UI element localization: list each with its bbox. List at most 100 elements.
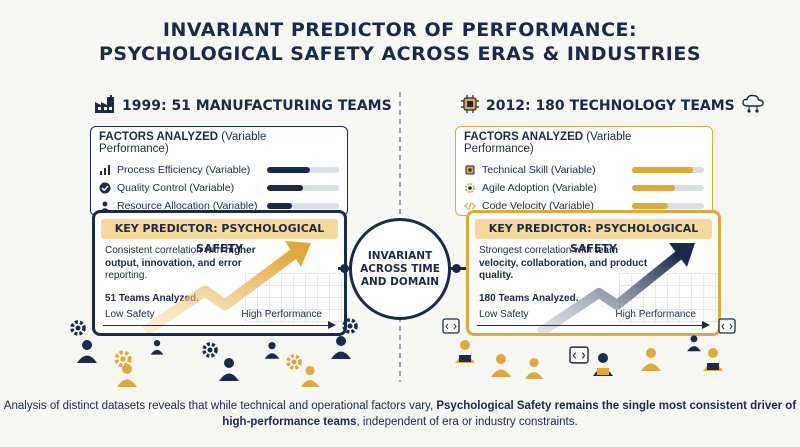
left-factors-box: FACTORS ANALYZED (Variable Performance) … bbox=[90, 126, 348, 216]
left-heading: 1999: 51 MANUFACTURING TEAMS bbox=[94, 94, 392, 118]
axis-line bbox=[103, 324, 330, 326]
bar-chart-icon bbox=[99, 164, 111, 176]
factor-bar bbox=[632, 185, 704, 191]
page-title: INVARIANT PREDICTOR OF PERFORMANCE: PSYC… bbox=[0, 18, 800, 66]
factor-bar-fill bbox=[267, 203, 293, 209]
factor-row: Technical Skill (Variable) bbox=[464, 161, 704, 179]
invariant-line-1: INVARIANT bbox=[367, 249, 433, 262]
axis-low-label: Low Safety bbox=[105, 309, 155, 320]
right-key-description: Strongest correlation with team velocity… bbox=[479, 245, 659, 283]
code-icon bbox=[464, 200, 476, 212]
person-icon bbox=[641, 348, 661, 371]
invariant-line-3: AND DOMAIN bbox=[360, 275, 440, 288]
axis-arrowhead-icon bbox=[328, 321, 336, 329]
left-key-count: 51 Teams Analyzed. bbox=[105, 293, 199, 304]
right-factors-title-label: FACTORS ANALYZED bbox=[464, 131, 584, 143]
cloud-network-icon bbox=[741, 94, 765, 118]
right-factors-note: (Variable Performance) bbox=[464, 131, 632, 155]
factor-bar bbox=[632, 167, 704, 173]
left-factors-note: (Variable Performance) bbox=[99, 131, 267, 155]
person-icon bbox=[300, 366, 320, 387]
left-key-predictor-card: KEY PREDICTOR: PSYCHOLOGICAL SAFETY Cons… bbox=[92, 210, 347, 336]
factor-bar bbox=[632, 203, 704, 209]
factor-label: Code Velocity (Variable) bbox=[482, 200, 594, 212]
code-window-icon bbox=[718, 318, 736, 334]
gear-icon bbox=[70, 320, 86, 336]
person-icon bbox=[264, 342, 280, 359]
left-key-description: Consistent correlation with higher outpu… bbox=[105, 245, 285, 283]
right-heading: 2012: 180 TECHNOLOGY TEAMS bbox=[460, 94, 765, 118]
person-icon bbox=[687, 335, 701, 352]
factor-label: Quality Control (Variable) bbox=[117, 182, 235, 194]
person-icon bbox=[77, 340, 97, 363]
summary-footer: Analysis of distinct datasets reveals th… bbox=[0, 398, 800, 430]
chart-grid bbox=[619, 273, 718, 323]
left-factors-title: FACTORS ANALYZED (Variable Performance) bbox=[99, 131, 339, 155]
person-icon bbox=[117, 364, 137, 387]
left-chart-axis: Low Safety High Performance bbox=[103, 309, 336, 329]
rising-arrow-icon bbox=[536, 243, 695, 333]
left-factors-title-label: FACTORS ANALYZED bbox=[99, 131, 219, 143]
footer-text-bold: Psychological Safety remains the single … bbox=[222, 400, 797, 428]
factor-bar-fill bbox=[267, 167, 311, 173]
chip-icon bbox=[460, 94, 480, 118]
left-key-desc-bold: higher output, innovation, and error bbox=[105, 245, 256, 269]
title-line-1: INVARIANT PREDICTOR OF PERFORMANCE: bbox=[162, 19, 638, 41]
person-icon bbox=[219, 358, 239, 381]
rising-arrow-icon bbox=[141, 241, 311, 333]
factor-label: Agile Adoption (Variable) bbox=[482, 182, 597, 194]
factor-bar-fill bbox=[632, 167, 694, 173]
left-key-title: KEY PREDICTOR: PSYCHOLOGICAL SAFETY bbox=[101, 219, 338, 255]
gear-icon bbox=[202, 342, 218, 358]
gear-small-icon bbox=[464, 182, 476, 194]
factor-bar bbox=[267, 203, 339, 209]
factor-row: Agile Adoption (Variable) bbox=[464, 179, 704, 197]
axis-high-label: High Performance bbox=[241, 309, 322, 320]
factor-bar-fill bbox=[632, 185, 676, 191]
center-link-dot bbox=[340, 264, 349, 273]
factor-row: Code Velocity (Variable) bbox=[464, 197, 704, 215]
axis-high-label: High Performance bbox=[615, 309, 696, 320]
factor-bar-fill bbox=[267, 185, 303, 191]
code-window-icon bbox=[442, 318, 460, 334]
right-chart-axis: Low Safety High Performance bbox=[477, 309, 710, 329]
axis-low-label: Low Safety bbox=[479, 309, 529, 320]
person-icon bbox=[491, 354, 511, 377]
factor-bar bbox=[267, 167, 339, 173]
left-key-desc-post: reporting. bbox=[105, 270, 148, 281]
right-factors-title: FACTORS ANALYZED (Variable Performance) bbox=[464, 131, 704, 155]
footer-text-pre: Analysis of distinct datasets reveals th… bbox=[3, 400, 437, 412]
factor-label: Process Efficiency (Variable) bbox=[117, 164, 251, 176]
right-key-desc-bold: team velocity, collaboration, and produc… bbox=[479, 245, 648, 281]
factor-row: Resource Allocation (Variable) bbox=[99, 197, 339, 215]
chip-small-icon bbox=[464, 164, 476, 176]
person-icon bbox=[331, 336, 351, 359]
left-key-desc-pre: Consistent correlation with bbox=[105, 245, 226, 256]
check-circle-icon bbox=[99, 182, 111, 194]
factor-label: Technical Skill (Variable) bbox=[482, 164, 596, 176]
invariant-badge: INVARIANT ACROSS TIME AND DOMAIN bbox=[349, 218, 451, 320]
invariant-badge-text: INVARIANT ACROSS TIME AND DOMAIN bbox=[360, 250, 440, 289]
gear-icon bbox=[114, 350, 132, 368]
right-key-count: 180 Teams Analyzed. bbox=[479, 293, 579, 304]
right-heading-label: 2012: 180 TECHNOLOGY TEAMS bbox=[486, 98, 735, 114]
title-line-2: PSYCHOLOGICAL SAFETY ACROSS ERAS & INDUS… bbox=[98, 43, 702, 65]
gear-icon bbox=[342, 318, 358, 334]
person-icon bbox=[524, 358, 544, 379]
person-icon bbox=[150, 340, 164, 355]
center-link-dot bbox=[452, 264, 461, 273]
left-heading-label: 1999: 51 MANUFACTURING TEAMS bbox=[122, 98, 392, 114]
person-laptop-icon bbox=[455, 340, 475, 363]
right-factors-box: FACTORS ANALYZED (Variable Performance) … bbox=[455, 126, 713, 216]
person-laptop-icon bbox=[593, 353, 613, 376]
right-key-title: KEY PREDICTOR: PSYCHOLOGICAL SAFETY bbox=[475, 219, 712, 255]
invariant-line-2: ACROSS TIME bbox=[360, 262, 440, 275]
person-laptop-icon bbox=[703, 348, 723, 371]
factor-row: Quality Control (Variable) bbox=[99, 179, 339, 197]
axis-line bbox=[477, 324, 704, 326]
footer-text-post: , independent of era or industry constra… bbox=[356, 416, 578, 428]
code-window-icon bbox=[569, 346, 589, 364]
right-key-predictor-card: KEY PREDICTOR: PSYCHOLOGICAL SAFETY Stro… bbox=[466, 210, 721, 336]
factory-icon bbox=[94, 94, 116, 118]
factor-bar bbox=[267, 185, 339, 191]
